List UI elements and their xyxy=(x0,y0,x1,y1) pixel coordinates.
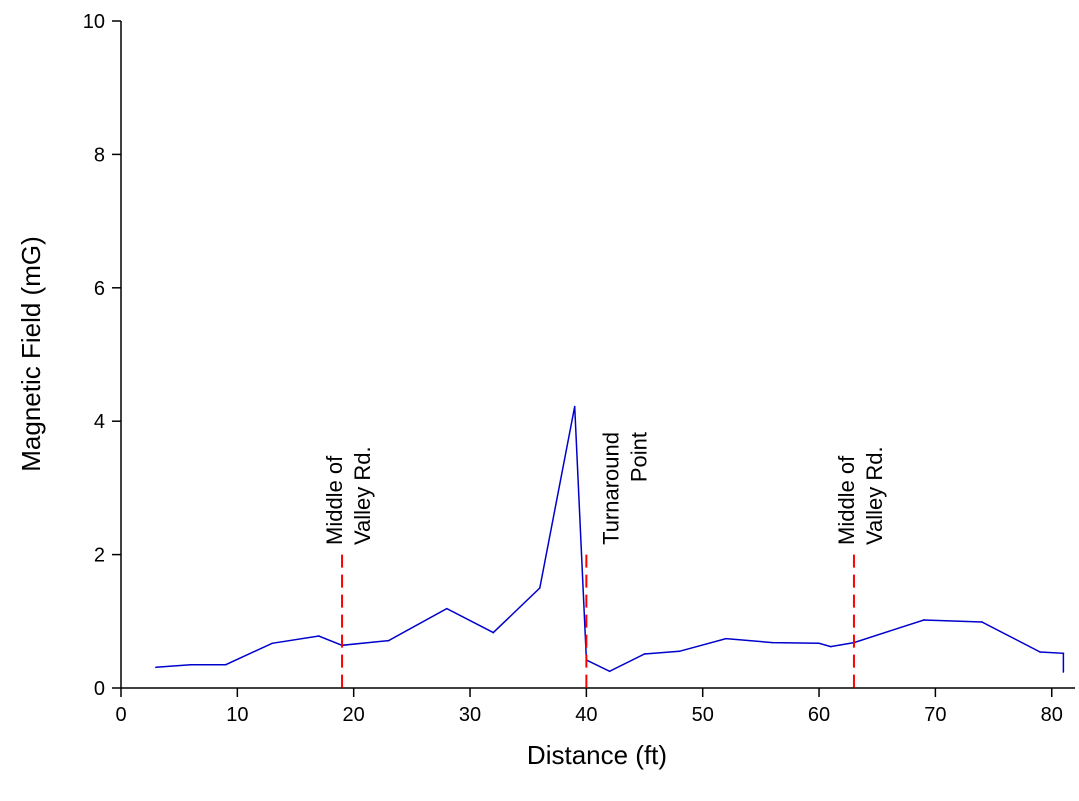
data-point xyxy=(224,663,227,666)
data-point xyxy=(608,670,611,673)
y-tick-label: 8 xyxy=(94,144,105,166)
marker-annotation: Point xyxy=(626,432,651,482)
x-tick-label: 0 xyxy=(115,704,126,726)
data-point xyxy=(445,607,448,610)
data-point xyxy=(573,405,576,408)
marker-annotation: Middle of xyxy=(322,455,347,545)
x-tick-label: 70 xyxy=(924,704,946,726)
data-point xyxy=(1039,651,1041,653)
data-point xyxy=(678,650,681,653)
x-tick-label: 50 xyxy=(692,704,714,726)
data-point xyxy=(771,641,774,644)
data-point xyxy=(317,635,320,637)
data-point xyxy=(387,639,390,642)
x-tick-label: 30 xyxy=(459,704,481,726)
data-point xyxy=(1062,671,1065,673)
data-point xyxy=(1062,652,1065,655)
y-axis-title: Magnetic Field (mG) xyxy=(16,236,46,472)
marker-annotation: Valley Rd. xyxy=(862,446,887,545)
data-point xyxy=(818,642,820,645)
data-point xyxy=(725,637,727,640)
data-point xyxy=(271,642,274,645)
data-point xyxy=(643,653,646,655)
y-tick-label: 4 xyxy=(94,411,105,433)
x-tick-label: 60 xyxy=(808,704,830,726)
y-tick-label: 0 xyxy=(94,678,105,700)
x-tick-label: 10 xyxy=(226,704,248,726)
x-tick-label: 40 xyxy=(575,704,597,726)
marker-annotation: Middle of xyxy=(834,455,859,545)
data-point xyxy=(190,663,192,666)
data-point xyxy=(922,619,925,621)
data-point xyxy=(155,666,157,669)
data-point xyxy=(981,621,983,623)
y-tick-label: 10 xyxy=(83,11,105,33)
marker-annotation: Turnaround xyxy=(598,432,623,545)
data-point xyxy=(829,645,832,648)
x-tick-label: 80 xyxy=(1041,704,1063,726)
x-tick-label: 20 xyxy=(343,704,365,726)
data-point xyxy=(492,631,495,634)
x-axis-title: Distance (ft) xyxy=(527,740,667,770)
marker-annotation: Valley Rd. xyxy=(350,446,375,545)
y-tick-label: 6 xyxy=(94,278,105,300)
data-point xyxy=(539,587,541,589)
y-tick-label: 2 xyxy=(94,545,105,567)
